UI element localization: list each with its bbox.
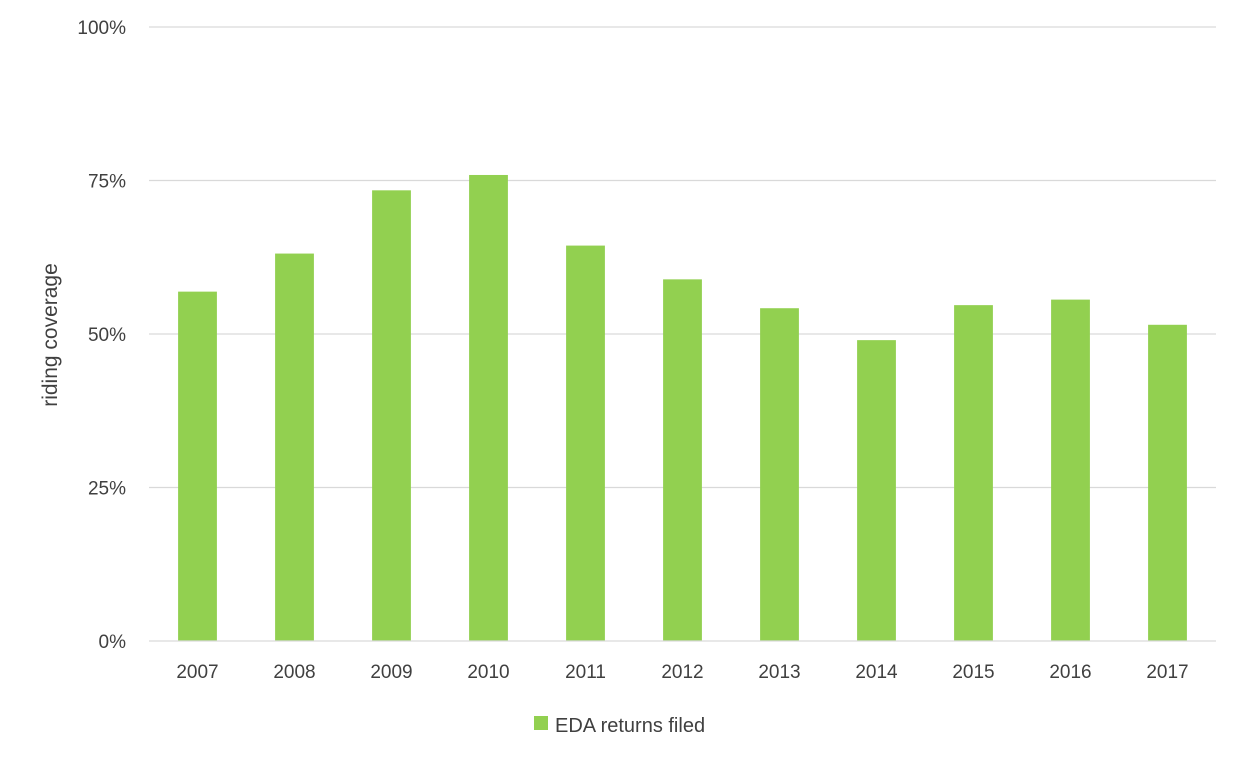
y-tick-label: 50%: [88, 325, 126, 346]
bar-2010: [469, 174, 508, 641]
x-tick-label: 2011: [565, 662, 606, 683]
axes: 0% 25% 50% 75% 100% 2007 2008 2009 2010 2011 2012 2…: [77, 18, 1216, 683]
bar-2017: [1148, 324, 1187, 641]
x-tick-label: 2014: [855, 662, 898, 683]
bar-2016: [1051, 299, 1090, 641]
legend-swatch: [534, 716, 548, 730]
x-tick-label: 2007: [176, 662, 218, 683]
x-tick-label: 2016: [1049, 662, 1091, 683]
y-tick-label: 25%: [88, 479, 126, 500]
y-axis-title: riding coverage: [39, 263, 62, 407]
x-tick-label: 2017: [1146, 662, 1188, 683]
bar-2009: [372, 190, 411, 641]
x-tick-label: 2010: [467, 662, 509, 683]
bar-2012: [663, 279, 702, 641]
y-tick-label: 0%: [99, 632, 127, 653]
bar-2008: [275, 253, 314, 642]
bar-2011: [566, 245, 605, 642]
x-tick-label: 2012: [661, 662, 703, 683]
x-tick-label: 2015: [952, 662, 994, 683]
bar-2007: [178, 291, 217, 641]
bars: [178, 174, 1187, 642]
x-tick-label: 2008: [273, 662, 315, 683]
y-tick-label: 100%: [77, 18, 126, 39]
y-tick-label: 75%: [88, 172, 126, 193]
bar-2014: [857, 340, 896, 641]
x-tick-label: 2009: [370, 662, 412, 683]
legend-label: EDA returns filed: [555, 715, 705, 737]
legend: EDA returns filed: [534, 715, 705, 737]
x-tick-label: 2013: [758, 662, 800, 683]
bar-2015: [954, 305, 993, 641]
bar-2013: [760, 308, 799, 641]
